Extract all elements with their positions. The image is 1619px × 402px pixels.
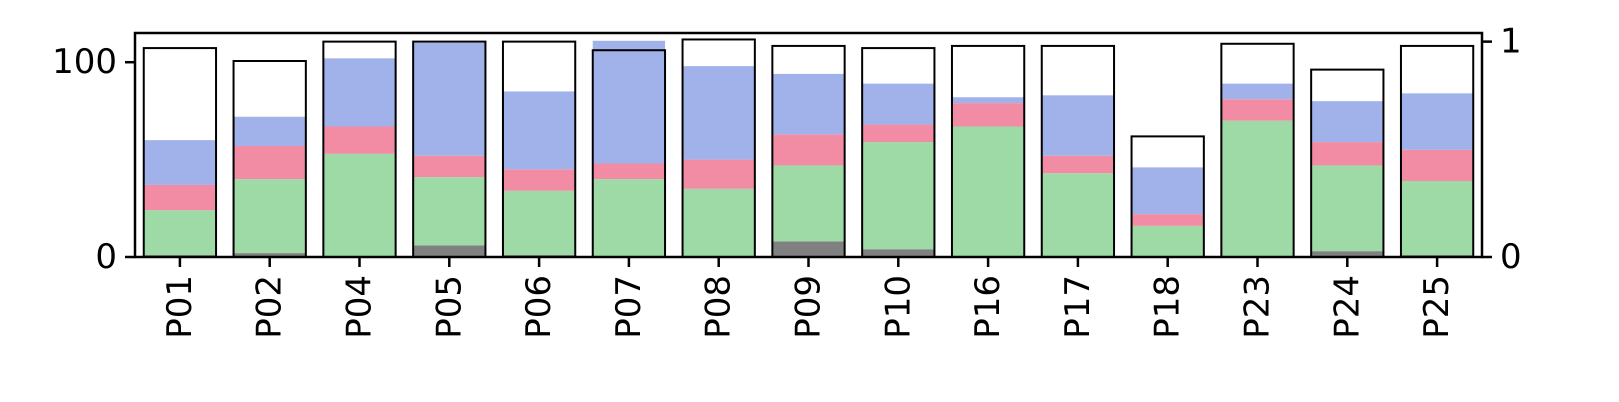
right-tick-label-1: 1 (1500, 22, 1522, 62)
bar-segment-3-P16 (951, 97, 1025, 104)
bar-segment-3-P10 (862, 83, 935, 125)
bar-segment-0-P02 (233, 253, 306, 257)
bar-segment-1-P02 (233, 179, 306, 254)
bar-segment-1-P08 (682, 188, 755, 257)
x-tick-label-P16: P16 (968, 275, 1008, 339)
bar-segment-3-P08 (682, 66, 755, 160)
bar-segment-3-P05 (413, 42, 486, 156)
bar-segment-1-P01 (143, 210, 217, 256)
x-tick-label-P06: P06 (519, 275, 559, 339)
left-tick-label-100: 100 (52, 42, 117, 82)
bar-segment-1-P07 (592, 179, 666, 257)
x-tick-label-P04: P04 (340, 275, 380, 339)
bar-segment-2-P18 (1131, 214, 1204, 226)
x-tick-label-P18: P18 (1148, 275, 1188, 339)
bar-segment-2-P24 (1311, 142, 1384, 166)
bar-segment-3-P18 (1131, 167, 1204, 215)
bar-segment-3-P25 (1400, 93, 1474, 150)
bar-segment-3-P24 (1311, 101, 1384, 143)
bar-segment-1-P06 (502, 190, 576, 256)
x-tick-label-P02: P02 (250, 275, 290, 339)
bar-segment-2-P06 (502, 169, 576, 191)
bar-segment-3-P07 (592, 40, 666, 164)
bar-segment-3-P04 (323, 58, 396, 127)
bar-segment-3-P23 (1221, 83, 1294, 100)
bar-segment-1-P25 (1400, 181, 1474, 256)
bar-segment-3-P02 (233, 116, 306, 146)
x-tick-label-P09: P09 (789, 275, 829, 339)
bar-segment-0-P05 (413, 245, 486, 257)
bar-segment-2-P05 (413, 155, 486, 178)
bar-segment-3-P17 (1041, 95, 1115, 156)
bar-segment-1-P18 (1131, 225, 1204, 257)
bar-segment-2-P17 (1041, 155, 1115, 174)
bar-segment-1-P05 (413, 177, 486, 246)
bar-segment-1-P09 (772, 165, 845, 242)
bar-segment-2-P01 (143, 184, 217, 211)
bar-segment-0-P24 (1311, 251, 1384, 257)
bar-segment-2-P16 (951, 103, 1025, 127)
right-y-axis: 01 (1482, 22, 1522, 277)
right-tick-label-0: 0 (1500, 237, 1522, 277)
x-tick-label-P23: P23 (1238, 275, 1278, 339)
x-axis: P01 P02 P04 P05 P06 P07 P08 P09 P10 P16 P17 P18 P23 P… (160, 257, 1457, 339)
bar-segment-2-P04 (323, 126, 396, 154)
bar-segment-1-P16 (951, 126, 1025, 257)
x-tick-label-P25: P25 (1417, 275, 1457, 339)
x-tick-label-P07: P07 (609, 275, 649, 339)
left-y-axis: 0 100 (52, 42, 135, 277)
bar-segment-3-P06 (502, 91, 576, 170)
bar-segment-0-P10 (862, 249, 935, 257)
bar-segment-0-P09 (772, 241, 845, 257)
bar-segment-3-P09 (772, 73, 845, 135)
bar-segment-2-P02 (233, 145, 306, 180)
bars-layer (143, 40, 1474, 257)
bar-segment-2-P25 (1400, 149, 1474, 182)
x-tick-label-P08: P08 (699, 275, 739, 339)
bar-segment-1-P23 (1221, 120, 1294, 257)
bar-segment-1-P04 (323, 153, 396, 257)
bar-segment-2-P08 (682, 159, 755, 189)
x-tick-label-P10: P10 (878, 275, 918, 339)
bar-segment-3-P01 (143, 140, 217, 185)
bar-segment-1-P10 (862, 142, 935, 250)
x-tick-label-P24: P24 (1327, 275, 1367, 339)
x-tick-label-P01: P01 (160, 275, 200, 339)
bar-segment-1-P17 (1041, 173, 1115, 257)
bar-segment-1-P24 (1311, 165, 1384, 252)
bar-segment-2-P07 (592, 163, 666, 180)
x-tick-label-P05: P05 (429, 275, 469, 339)
x-tick-label-P17: P17 (1058, 275, 1098, 339)
left-tick-label-0: 0 (95, 237, 117, 277)
bar-segment-2-P10 (862, 124, 935, 143)
bar-segment-2-P09 (772, 134, 845, 166)
bar-segment-2-P23 (1221, 99, 1294, 121)
